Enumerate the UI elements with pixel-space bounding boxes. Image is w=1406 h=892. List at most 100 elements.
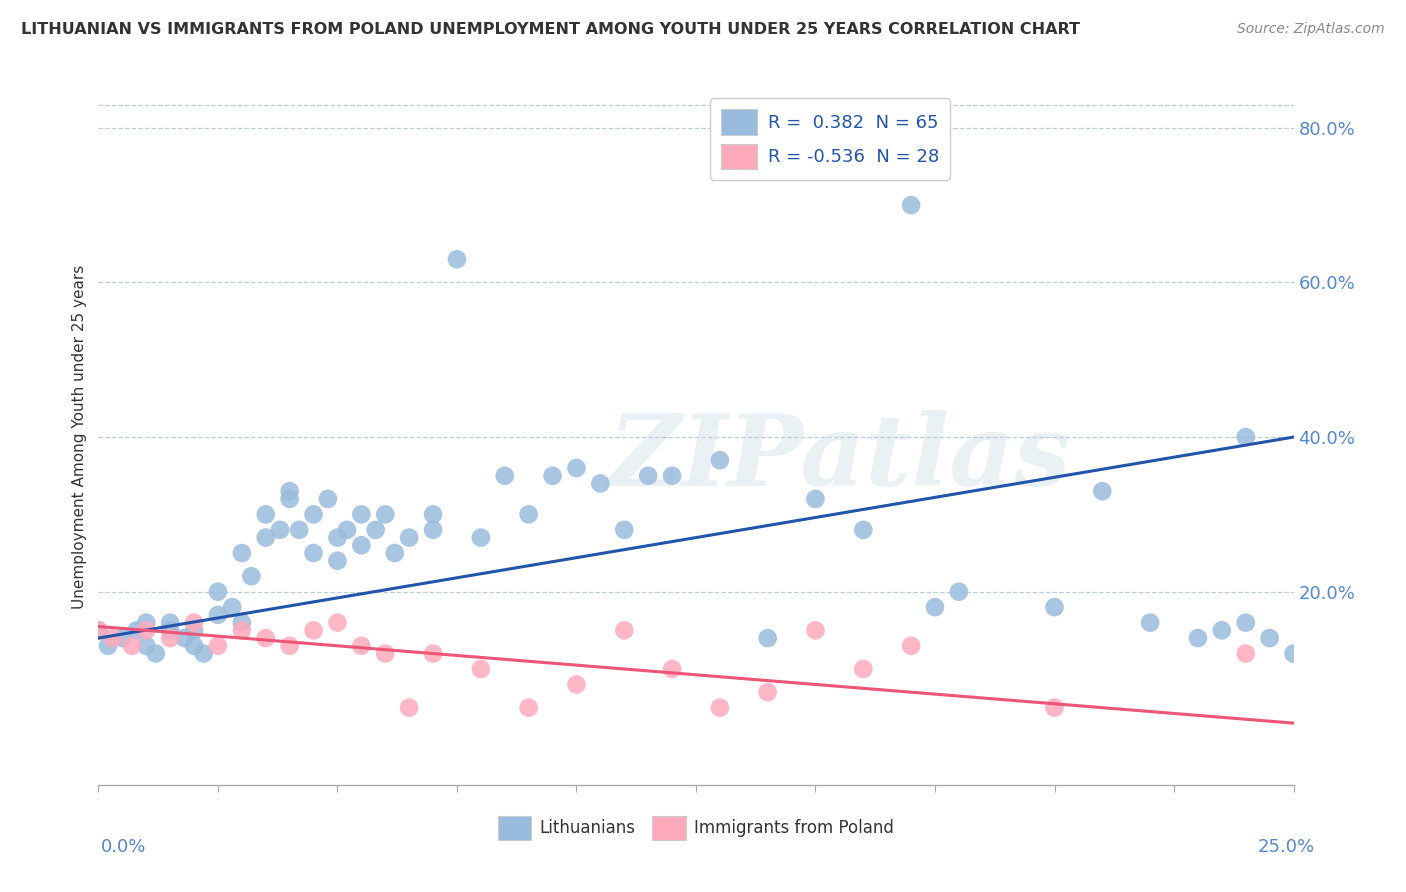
Point — [1187, 631, 1209, 645]
Point — [1282, 647, 1305, 661]
Point — [254, 508, 277, 522]
Point — [193, 647, 215, 661]
Point — [804, 491, 827, 506]
Point — [269, 523, 291, 537]
Point — [852, 523, 875, 537]
Point — [101, 631, 124, 645]
Point — [135, 639, 157, 653]
Point — [422, 647, 444, 661]
Point — [121, 639, 143, 653]
Point — [900, 198, 922, 212]
Point — [183, 639, 205, 653]
Point — [1234, 647, 1257, 661]
Point — [87, 624, 110, 638]
Point — [384, 546, 406, 560]
Point — [350, 639, 373, 653]
Point — [183, 624, 205, 638]
Point — [207, 584, 229, 599]
Point — [756, 631, 779, 645]
Point — [159, 615, 181, 630]
Point — [398, 700, 420, 714]
Point — [326, 615, 349, 630]
Point — [231, 546, 253, 560]
Point — [97, 639, 120, 653]
Point — [661, 468, 683, 483]
Point — [207, 607, 229, 622]
Point — [364, 523, 387, 537]
Point — [565, 461, 588, 475]
Point — [278, 484, 301, 499]
Point — [350, 538, 373, 552]
Point — [1211, 624, 1233, 638]
Point — [221, 600, 243, 615]
Point — [1091, 484, 1114, 499]
Text: 25.0%: 25.0% — [1257, 838, 1315, 856]
Point — [900, 639, 922, 653]
Point — [278, 639, 301, 653]
Point — [326, 531, 349, 545]
Legend: Lithuanians, Immigrants from Poland: Lithuanians, Immigrants from Poland — [491, 809, 901, 847]
Point — [565, 677, 588, 691]
Point — [494, 468, 516, 483]
Point — [541, 468, 564, 483]
Point — [1258, 631, 1281, 645]
Point — [278, 491, 301, 506]
Point — [852, 662, 875, 676]
Point — [173, 631, 195, 645]
Point — [159, 624, 181, 638]
Point — [1139, 615, 1161, 630]
Point — [207, 639, 229, 653]
Point — [709, 453, 731, 467]
Point — [374, 508, 396, 522]
Point — [231, 615, 253, 630]
Point — [1234, 615, 1257, 630]
Point — [804, 624, 827, 638]
Point — [613, 624, 636, 638]
Point — [661, 662, 683, 676]
Point — [111, 631, 134, 645]
Point — [637, 468, 659, 483]
Point — [135, 624, 157, 638]
Y-axis label: Unemployment Among Youth under 25 years: Unemployment Among Youth under 25 years — [72, 265, 87, 609]
Point — [254, 531, 277, 545]
Text: 0.0%: 0.0% — [101, 838, 146, 856]
Point — [470, 531, 492, 545]
Point — [589, 476, 612, 491]
Point — [231, 624, 253, 638]
Point — [135, 615, 157, 630]
Point — [302, 546, 325, 560]
Point — [756, 685, 779, 699]
Point — [517, 508, 540, 522]
Point — [709, 700, 731, 714]
Point — [240, 569, 263, 583]
Point — [1234, 430, 1257, 444]
Point — [924, 600, 946, 615]
Point — [422, 523, 444, 537]
Point — [1043, 700, 1066, 714]
Point — [87, 624, 110, 638]
Text: Source: ZipAtlas.com: Source: ZipAtlas.com — [1237, 22, 1385, 37]
Point — [374, 647, 396, 661]
Point — [446, 252, 468, 267]
Point — [254, 631, 277, 645]
Point — [145, 647, 167, 661]
Point — [302, 508, 325, 522]
Point — [125, 624, 148, 638]
Point — [613, 523, 636, 537]
Point — [288, 523, 311, 537]
Point — [422, 508, 444, 522]
Point — [302, 624, 325, 638]
Point — [470, 662, 492, 676]
Point — [316, 491, 339, 506]
Point — [948, 584, 970, 599]
Text: LITHUANIAN VS IMMIGRANTS FROM POLAND UNEMPLOYMENT AMONG YOUTH UNDER 25 YEARS COR: LITHUANIAN VS IMMIGRANTS FROM POLAND UNE… — [21, 22, 1080, 37]
Point — [517, 700, 540, 714]
Point — [350, 508, 373, 522]
Point — [398, 531, 420, 545]
Point — [336, 523, 359, 537]
Point — [183, 615, 205, 630]
Text: ZIPatlas: ZIPatlas — [609, 409, 1070, 506]
Point — [326, 554, 349, 568]
Point — [1043, 600, 1066, 615]
Point — [159, 631, 181, 645]
